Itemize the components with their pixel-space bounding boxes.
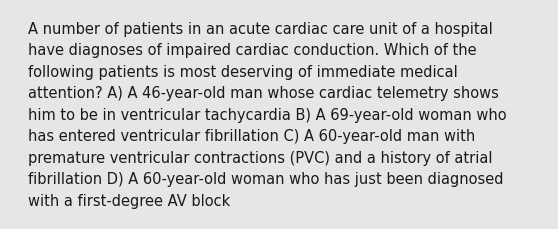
Text: has entered ventricular fibrillation C) A 60-year-old man with: has entered ventricular fibrillation C) … xyxy=(28,129,475,144)
Text: following patients is most deserving of immediate medical: following patients is most deserving of … xyxy=(28,65,458,80)
Text: him to be in ventricular tachycardia B) A 69-year-old woman who: him to be in ventricular tachycardia B) … xyxy=(28,108,507,123)
Text: fibrillation D) A 60-year-old woman who has just been diagnosed: fibrillation D) A 60-year-old woman who … xyxy=(28,172,503,187)
Text: have diagnoses of impaired cardiac conduction. Which of the: have diagnoses of impaired cardiac condu… xyxy=(28,43,477,58)
Text: A number of patients in an acute cardiac care unit of a hospital: A number of patients in an acute cardiac… xyxy=(28,22,493,37)
Text: attention? A) A 46-year-old man whose cardiac telemetry shows: attention? A) A 46-year-old man whose ca… xyxy=(28,86,499,101)
Text: premature ventricular contractions (PVC) and a history of atrial: premature ventricular contractions (PVC)… xyxy=(28,150,493,165)
Text: with a first-degree AV block: with a first-degree AV block xyxy=(28,193,230,208)
